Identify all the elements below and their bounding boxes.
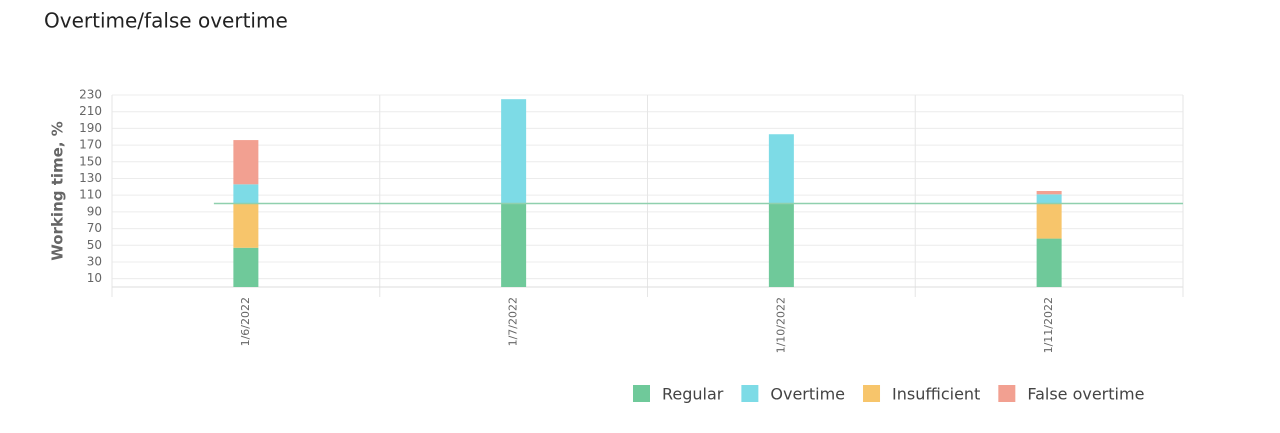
- x-tick-label: 1/10/2022: [774, 297, 787, 353]
- y-tick-label: 50: [87, 238, 102, 252]
- bar-segment: [768, 203, 794, 287]
- y-tick-label: 230: [79, 88, 102, 102]
- legend-swatch: [633, 385, 650, 402]
- bar-segment: [1036, 191, 1062, 195]
- legend-swatch: [741, 385, 759, 402]
- bar-segment: [768, 134, 794, 204]
- y-tick-label: 110: [79, 188, 102, 202]
- y-tick-label: 170: [79, 138, 102, 152]
- y-tick-label: 30: [87, 254, 102, 268]
- bar-segment: [501, 99, 527, 204]
- y-tick-label: 90: [87, 204, 102, 218]
- legend-label: Regular: [662, 385, 724, 404]
- y-axis-label: Working time, %: [49, 121, 67, 261]
- y-tick-label: 10: [87, 271, 102, 285]
- y-tick-label: 210: [79, 104, 102, 118]
- bar-segment: [1036, 203, 1062, 239]
- y-tick-label: 130: [79, 171, 102, 185]
- bar-segment: [501, 203, 527, 287]
- x-tick-label: 1/6/2022: [239, 297, 252, 346]
- bar-segment: [1036, 238, 1062, 287]
- chart-title: Overtime/false overtime: [44, 9, 288, 33]
- y-tick-label: 150: [79, 154, 102, 168]
- x-tick-label: 1/7/2022: [507, 297, 520, 346]
- bar-segment: [1036, 194, 1062, 204]
- legend-swatch: [998, 385, 1016, 402]
- legend-label: False overtime: [1027, 385, 1144, 404]
- bar-segment: [233, 203, 259, 248]
- y-tick-label: 190: [79, 121, 102, 135]
- legend-label: Insufficient: [892, 385, 980, 404]
- bar-segment: [233, 140, 259, 185]
- bar-segment: [233, 247, 259, 287]
- legend-label: Overtime: [770, 385, 845, 404]
- legend-swatch: [863, 385, 881, 402]
- x-tick-label: 1/11/2022: [1042, 297, 1055, 353]
- bar-segment: [233, 184, 259, 204]
- y-tick-label: 70: [87, 221, 102, 235]
